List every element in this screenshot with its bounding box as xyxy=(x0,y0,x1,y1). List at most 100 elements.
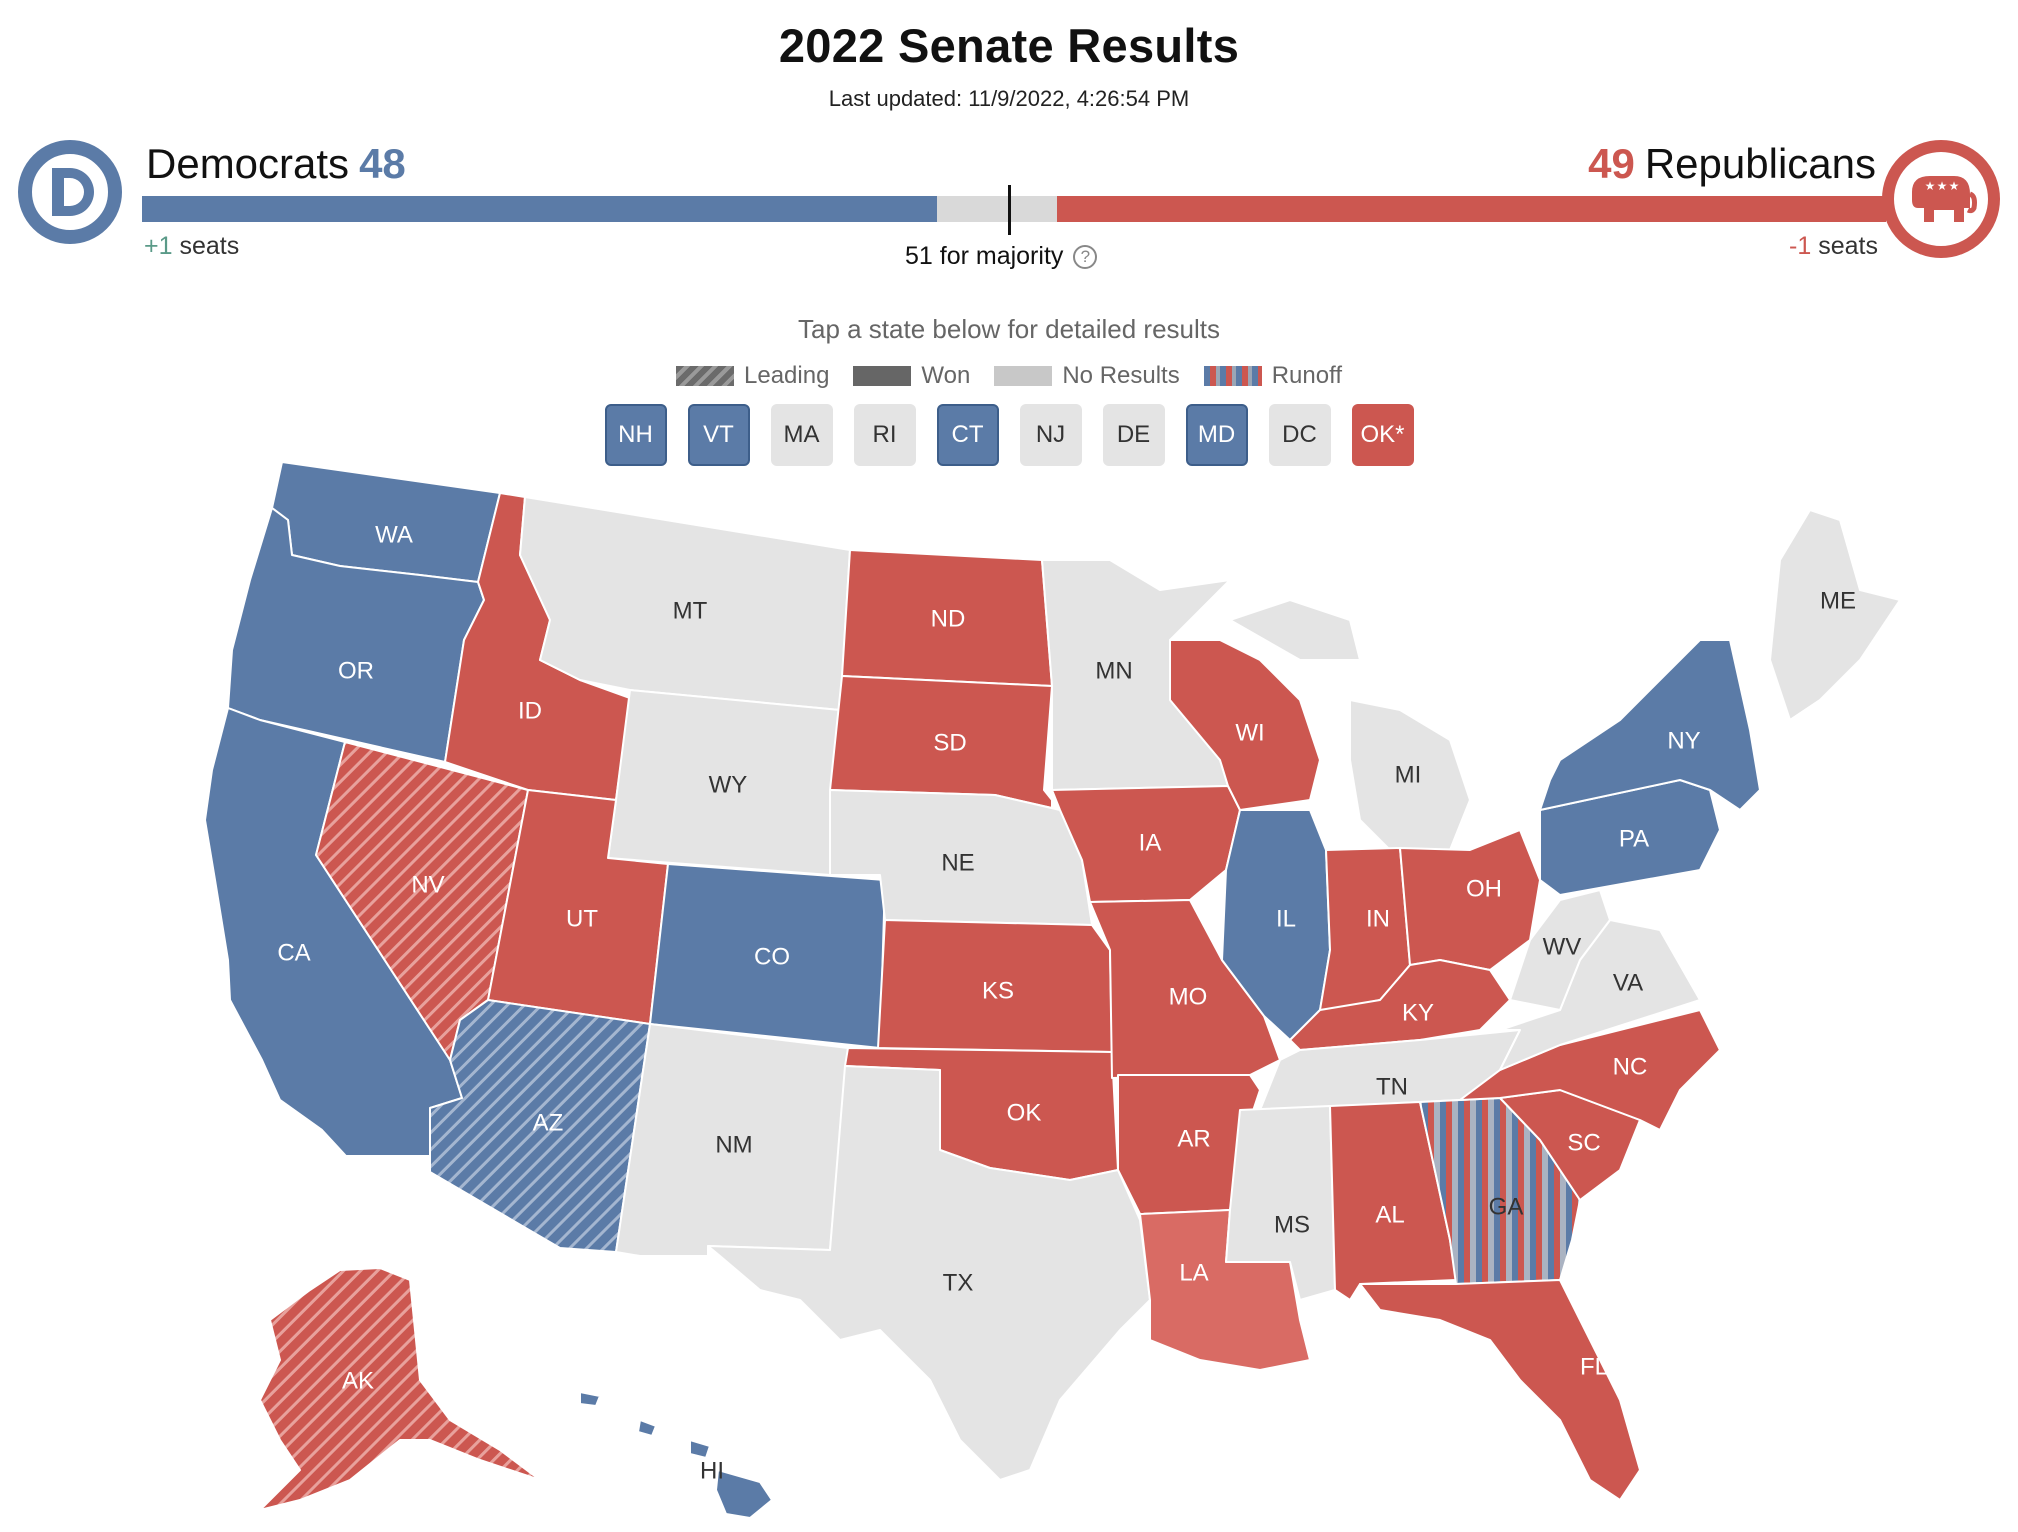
label-co: CO xyxy=(754,943,790,970)
label-sd: SD xyxy=(933,729,966,756)
label-ga: GA xyxy=(1489,1193,1524,1220)
legend-leading: Leading xyxy=(676,362,829,390)
label-la: LA xyxy=(1179,1259,1208,1286)
seat-bar-democrats xyxy=(142,196,937,222)
republicans-seat-change: -1 seats xyxy=(1789,232,1878,261)
legend-label-won: Won xyxy=(921,362,971,389)
label-in: IN xyxy=(1366,905,1390,932)
state-button-ma[interactable]: MA xyxy=(770,404,833,466)
legend-swatch-won xyxy=(853,366,912,386)
svg-text:★: ★ xyxy=(1925,179,1936,193)
republican-elephant-icon: ★ ★ ★ xyxy=(1882,140,2000,258)
label-al: AL xyxy=(1375,1201,1404,1228)
label-mo: MO xyxy=(1169,983,1208,1010)
label-tn: TN xyxy=(1376,1073,1408,1100)
label-id: ID xyxy=(518,697,542,724)
republicans-delta: -1 xyxy=(1789,232,1812,260)
state-fl[interactable] xyxy=(1359,1279,1641,1501)
legend-label-leading: Leading xyxy=(744,362,830,389)
label-fl: FL xyxy=(1580,1353,1608,1380)
state-button-de[interactable]: DE xyxy=(1102,404,1165,466)
democrats-seat-change: +1 seats xyxy=(144,232,239,261)
label-hi: HI xyxy=(700,1457,724,1484)
democrats-delta-label: seats xyxy=(179,232,240,260)
label-ks: KS xyxy=(982,977,1014,1004)
page-title: 2022 Senate Results xyxy=(778,19,1240,72)
state-wy[interactable] xyxy=(607,689,841,876)
democrats-label: Democrats xyxy=(146,140,350,187)
label-ca: CA xyxy=(277,939,310,966)
label-ms: MS xyxy=(1274,1211,1310,1238)
label-ar: AR xyxy=(1177,1125,1210,1152)
legend-label-no-results: No Results xyxy=(1062,362,1180,389)
republicans-header: 49 Republicans xyxy=(1588,140,1876,188)
state-hi[interactable] xyxy=(579,1391,773,1519)
label-me: ME xyxy=(1820,587,1856,614)
democrats-delta: +1 xyxy=(144,232,173,260)
label-wi: WI xyxy=(1235,719,1264,746)
state-button-dc[interactable]: DC xyxy=(1268,404,1331,466)
seat-bar xyxy=(142,196,1886,222)
state-wi[interactable] xyxy=(1169,639,1321,811)
label-oh: OH xyxy=(1466,875,1502,902)
republicans-delta-label: seats xyxy=(1818,232,1878,260)
state-me[interactable] xyxy=(1769,509,1901,721)
state-ny[interactable] xyxy=(1539,639,1761,811)
republicans-label: Republicans xyxy=(1644,140,1876,187)
last-updated: Last updated: 11/9/2022, 4:26:54 PM xyxy=(828,86,1190,111)
label-il: IL xyxy=(1276,905,1296,932)
label-or: OR xyxy=(338,657,374,684)
label-nd: ND xyxy=(931,605,966,632)
legend-swatch-leading xyxy=(676,366,734,386)
label-ky: KY xyxy=(1402,999,1434,1026)
state-button-vt[interactable]: VT xyxy=(687,404,750,466)
svg-text:★: ★ xyxy=(1937,179,1948,193)
label-az: AZ xyxy=(533,1109,564,1136)
republicans-seats: 49 xyxy=(1588,140,1635,187)
label-mn: MN xyxy=(1095,657,1132,684)
legend-no-results: No Results xyxy=(994,362,1180,390)
seat-bar-republicans xyxy=(1057,196,1886,222)
label-sc: SC xyxy=(1567,1129,1600,1156)
state-button-ri[interactable]: RI xyxy=(853,404,916,466)
democrats-header: Democrats 48 xyxy=(146,140,406,188)
label-mi: MI xyxy=(1395,761,1422,788)
label-tx: TX xyxy=(943,1269,974,1296)
label-ok: OK xyxy=(1007,1099,1042,1126)
state-labels: WA OR CA NV ID MT WY UT AZ CO NM ND SD N… xyxy=(277,521,1856,1484)
state-button-md[interactable]: MD xyxy=(1185,404,1248,466)
label-pa: PA xyxy=(1619,825,1649,852)
label-nv: NV xyxy=(411,871,444,898)
small-state-buttons: NH VT MA RI CT NJ DE MD DC OK* xyxy=(0,404,2018,466)
svg-text:★: ★ xyxy=(1949,179,1960,193)
label-nm: NM xyxy=(715,1131,752,1158)
legend: Leading Won No Results Runoff xyxy=(0,362,2018,390)
majority-marker xyxy=(1008,185,1011,235)
label-wv: WV xyxy=(1543,933,1582,960)
label-ia: IA xyxy=(1139,829,1162,856)
label-nc: NC xyxy=(1613,1053,1648,1080)
label-mt: MT xyxy=(673,597,708,624)
legend-runoff: Runoff xyxy=(1203,362,1342,390)
state-wv[interactable] xyxy=(1509,889,1611,1011)
state-button-ct[interactable]: CT xyxy=(936,404,999,466)
state-ak[interactable] xyxy=(259,1267,541,1511)
democrats-seats: 48 xyxy=(359,140,406,187)
legend-swatch-no-results xyxy=(994,366,1053,386)
label-ne: NE xyxy=(941,849,974,876)
label-va: VA xyxy=(1613,969,1643,996)
label-wa: WA xyxy=(375,521,413,548)
state-mo[interactable] xyxy=(1089,899,1281,1079)
label-ak: AK xyxy=(342,1367,374,1394)
state-tx[interactable] xyxy=(707,1065,1151,1481)
legend-label-runoff: Runoff xyxy=(1271,362,1342,389)
state-button-nh[interactable]: NH xyxy=(604,404,667,466)
state-button-ok-special[interactable]: OK* xyxy=(1351,404,1414,466)
majority-text: 51 for majority xyxy=(905,242,1064,270)
legend-swatch-runoff xyxy=(1203,366,1262,386)
label-ny: NY xyxy=(1667,727,1700,754)
help-circle-icon[interactable]: ? xyxy=(1073,244,1098,269)
state-button-nj[interactable]: NJ xyxy=(1019,404,1082,466)
legend-won: Won xyxy=(853,362,970,390)
